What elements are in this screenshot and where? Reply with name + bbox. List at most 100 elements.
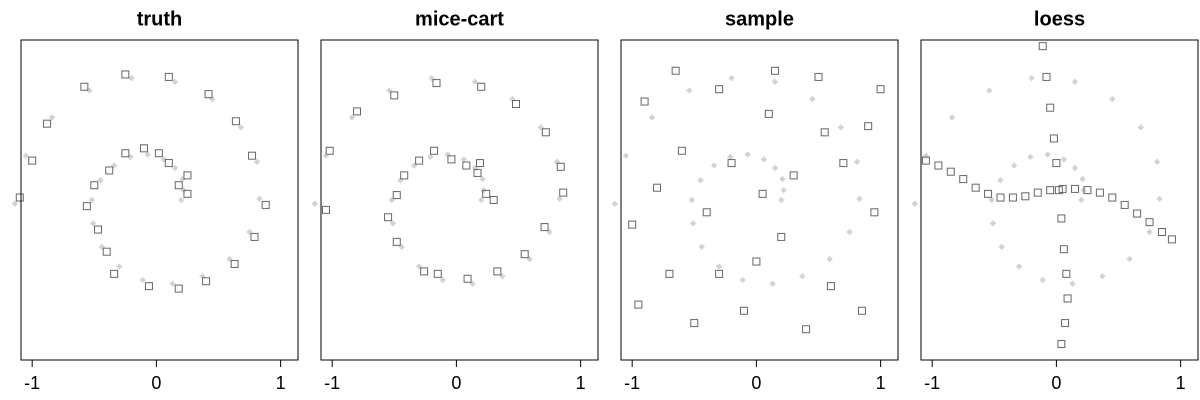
imputed-point xyxy=(477,82,486,91)
imputed-point xyxy=(400,171,409,180)
observed-point xyxy=(553,158,561,166)
imputed-point xyxy=(1061,319,1070,328)
imputed-point xyxy=(715,269,724,278)
observed-point xyxy=(799,273,806,280)
x-tick-label: 1 xyxy=(876,373,886,393)
imputed-point xyxy=(204,90,213,99)
observed-point xyxy=(169,280,176,287)
observed-point xyxy=(998,243,1005,250)
imputed-point xyxy=(1057,214,1066,223)
imputed-point xyxy=(353,107,362,116)
observed-point xyxy=(648,114,656,121)
imputed-point xyxy=(512,100,521,108)
imputed-point xyxy=(325,146,334,155)
observed-point xyxy=(988,196,996,204)
imputed-point xyxy=(1057,340,1066,348)
observed-point xyxy=(386,87,393,94)
imputed-point xyxy=(1083,186,1092,195)
imputed-point xyxy=(1021,192,1030,201)
observed-point xyxy=(688,196,696,204)
observed-point xyxy=(698,243,705,250)
x-tick-label: 1 xyxy=(276,373,286,393)
observed-point xyxy=(771,164,779,172)
imputed-point xyxy=(230,260,239,268)
imputed-point xyxy=(814,72,823,81)
observed-point xyxy=(253,158,261,166)
imputed-point xyxy=(433,269,442,278)
imputed-point xyxy=(1033,188,1042,197)
panel-title: mice-cart xyxy=(415,8,504,30)
imputed-point xyxy=(984,189,993,198)
imputed-point xyxy=(1120,200,1129,209)
observed-point xyxy=(256,195,263,202)
x-tick-label: 1 xyxy=(1176,373,1186,393)
observed-point xyxy=(128,74,135,82)
imputed-point xyxy=(739,306,748,315)
observed-point xyxy=(739,276,746,284)
observed-point xyxy=(771,78,779,86)
imputed-point xyxy=(462,161,471,170)
observed-point xyxy=(178,196,185,204)
imputed-point xyxy=(857,306,866,315)
observed-point xyxy=(11,200,18,207)
imputed-point xyxy=(420,267,429,276)
observed-point xyxy=(1156,195,1163,202)
imputed-point xyxy=(959,175,968,184)
imputed-point xyxy=(80,82,89,91)
imputed-point xyxy=(1062,269,1071,278)
observed-point xyxy=(471,78,479,86)
imputed-point xyxy=(139,144,148,153)
imputed-point xyxy=(231,117,240,126)
imputed-point xyxy=(384,213,393,222)
observed-point xyxy=(911,200,918,207)
imputed-point xyxy=(1167,235,1176,244)
panel-title: loess xyxy=(1034,8,1085,30)
imputed-point xyxy=(432,79,441,88)
imputed-point xyxy=(15,193,24,202)
observed-point xyxy=(826,255,833,263)
observed-point xyxy=(348,114,356,121)
x-tick-label: -1 xyxy=(924,373,940,393)
panel-title: sample xyxy=(725,8,794,30)
imputed-point xyxy=(447,155,456,164)
observed-point xyxy=(499,273,506,280)
observed-point xyxy=(769,280,776,287)
imputed-point xyxy=(556,162,565,171)
imputed-point xyxy=(1133,209,1142,218)
imputed-point xyxy=(482,189,491,198)
observed-point xyxy=(460,156,468,163)
observed-point xyxy=(1071,78,1079,86)
imputed-point xyxy=(463,274,472,283)
imputed-point xyxy=(671,66,680,75)
imputed-point xyxy=(164,72,173,81)
panel-frame xyxy=(620,39,899,361)
observed-point xyxy=(1044,151,1051,158)
imputed-point xyxy=(94,225,103,234)
x-tick-label: 0 xyxy=(151,373,161,393)
imputed-point xyxy=(90,181,99,190)
imputed-point xyxy=(154,149,163,158)
panel-title: truth xyxy=(137,8,183,30)
imputed-point xyxy=(1008,193,1017,202)
observed-point xyxy=(853,158,861,166)
observed-point xyxy=(989,220,997,227)
observed-point xyxy=(226,255,233,263)
imputed-point xyxy=(1046,103,1055,112)
imputed-point xyxy=(653,183,662,192)
observed-point xyxy=(171,78,179,86)
imputed-point xyxy=(826,282,835,291)
panel-frame xyxy=(920,39,1199,361)
imputed-point xyxy=(1059,245,1068,254)
x-tick-label: 0 xyxy=(751,373,761,393)
imputed-point xyxy=(640,97,649,106)
observed-point xyxy=(144,151,151,158)
observed-point xyxy=(856,195,863,202)
imputed-point xyxy=(82,202,91,211)
imputed-point xyxy=(520,250,529,259)
imputed-point xyxy=(473,168,482,177)
imputed-point xyxy=(1038,42,1047,51)
observed-point xyxy=(98,243,105,250)
imputed-point xyxy=(628,220,637,229)
